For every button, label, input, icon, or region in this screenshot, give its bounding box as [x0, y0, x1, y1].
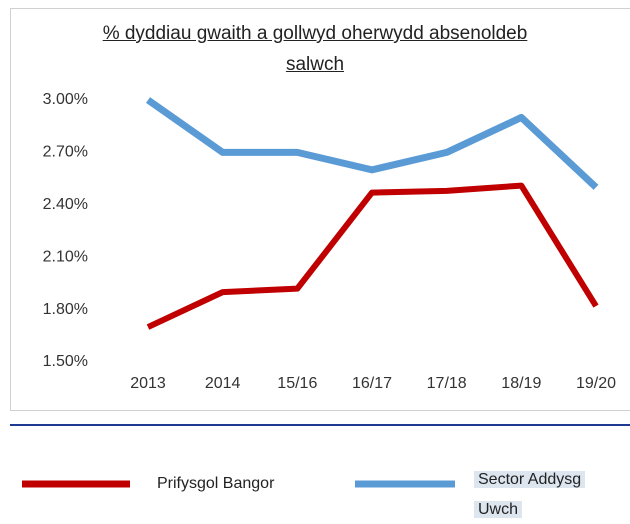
x-tick-label: 17/18	[427, 375, 467, 392]
x-tick-label: 2013	[130, 375, 166, 392]
chart-frame	[10, 8, 630, 411]
series-line	[146, 182, 599, 330]
x-tick-label: 19/20	[576, 375, 616, 392]
x-tick-label: 2014	[205, 375, 241, 392]
x-tick-label: 18/19	[501, 375, 541, 392]
x-tick-label: 15/16	[277, 375, 317, 392]
x-tick-label: 16/17	[352, 375, 392, 392]
legend-label-box: Sector Addysg Uwch	[474, 465, 624, 524]
y-tick-label: 3.00%	[43, 91, 88, 108]
y-tick-label: 2.40%	[43, 196, 88, 213]
y-tick-label: 2.10%	[43, 248, 88, 265]
legend-label: Prifysgol Bangor	[157, 475, 275, 492]
chart-title: % dyddiau gwaith a gollwyd oherwydd abse…	[102, 23, 528, 75]
series-line	[145, 97, 599, 190]
legend-label: Sector Addysg Uwch	[474, 471, 586, 518]
y-tick-label: 1.50%	[43, 353, 88, 370]
y-tick-label: 1.80%	[43, 301, 88, 318]
y-tick-label: 2.70%	[43, 144, 88, 161]
